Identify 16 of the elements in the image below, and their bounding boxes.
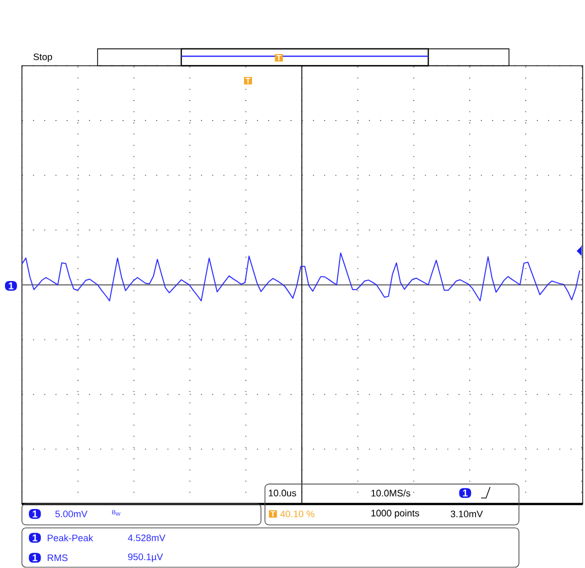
text: 10.0us [268,490,296,497]
text: 5.00mV [55,510,88,518]
text: Peak-Peak [48,534,94,542]
text: 10.0MS/s [371,490,410,497]
text: 1 [8,282,14,290]
text: 1 [32,554,38,562]
text: 1 [32,534,38,542]
text: 4.528mV [128,534,166,542]
text: 1 [32,510,38,518]
text: 1000 points [371,510,420,519]
text: 1 [463,490,468,497]
text: 950.1µV [128,554,163,562]
text: 3.10mV [450,510,483,518]
text: Stop [34,54,52,62]
text: RMS [48,554,68,562]
text: 40.10 % [280,510,314,518]
